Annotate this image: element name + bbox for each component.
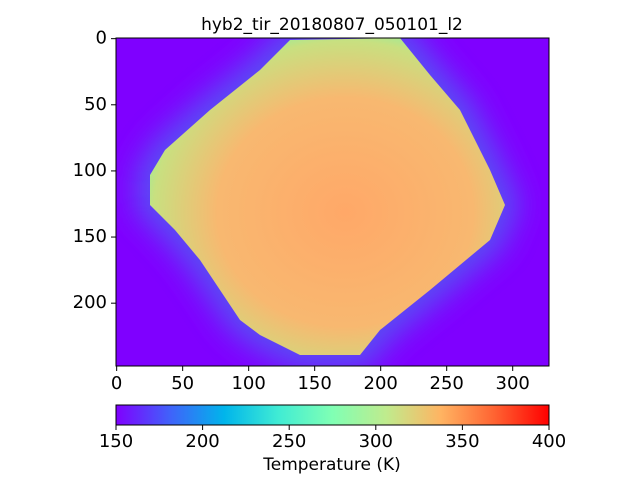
colorbar-tick-label: 400 [532,431,566,452]
colorbar [115,404,550,426]
x-tick-label: 150 [297,373,331,394]
x-tick-label: 300 [496,373,530,394]
colorbar-tick-label: 150 [99,431,133,452]
y-tick-label: 0 [96,28,107,49]
colorbar-tick-label: 350 [445,431,479,452]
asteroid [150,38,505,355]
x-tick-label: 200 [364,373,398,394]
axes-frame [115,37,550,367]
colorbar-label: Temperature (K) [262,455,401,475]
x-tick-label: 250 [430,373,464,394]
x-tick-label: 50 [171,373,194,394]
colorbar-tick-label: 250 [272,431,306,452]
image [116,38,549,366]
x-tick-label: 100 [231,373,265,394]
y-tick-label: 200 [73,292,107,313]
colorbar-tick-label: 300 [359,431,393,452]
colorbar-tick-label: 200 [185,431,219,452]
x-tick-label: 0 [111,373,122,394]
y-tick-label: 100 [73,160,107,181]
y-tick-label: 150 [73,226,107,247]
y-tick-label: 50 [84,94,107,115]
chart-title: hyb2_tir_20180807_050101_l2 [201,15,463,35]
